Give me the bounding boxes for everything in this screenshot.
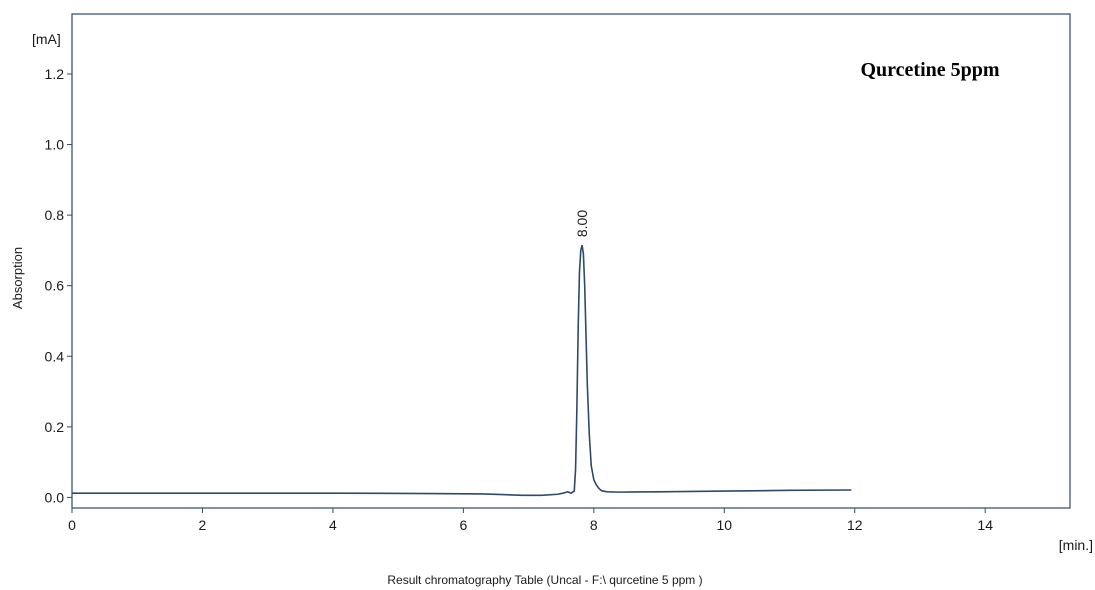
chart-title: Qurcetine 5ppm [860, 59, 999, 81]
peak-label: 8.00 [574, 210, 590, 237]
x-tick-label: 10 [716, 517, 732, 533]
x-tick-label: 2 [199, 517, 207, 533]
x-tick-label: 14 [977, 517, 993, 533]
chart-caption: Result chromatography Table (Uncal - F:\… [387, 573, 702, 587]
y-axis-ticks: 0.0 0.2 0.4 0.6 0.8 1.0 1.2 [45, 66, 72, 505]
x-tick-label: 0 [68, 517, 76, 533]
x-tick-label: 8 [590, 517, 598, 533]
y-axis-title: Absorption [10, 247, 25, 309]
y-tick-label: 0.4 [45, 348, 65, 364]
x-tick-label: 6 [459, 517, 467, 533]
x-tick-label: 4 [329, 517, 337, 533]
y-tick-label: 1.2 [45, 66, 65, 82]
y-tick-label: 0.0 [45, 489, 65, 505]
x-axis-ticks: 0 2 4 6 8 10 12 14 [68, 508, 993, 533]
y-tick-label: 0.2 [45, 419, 65, 435]
y-axis-unit: [mA] [32, 31, 61, 47]
x-tick-label: 12 [847, 517, 863, 533]
series-line [72, 244, 852, 497]
y-tick-label: 0.8 [45, 207, 65, 223]
x-axis-title: [min.] [1059, 537, 1093, 553]
y-tick-label: 1.0 [45, 137, 65, 153]
plot-frame [71, 13, 1071, 509]
y-tick-label: 0.6 [45, 278, 65, 294]
